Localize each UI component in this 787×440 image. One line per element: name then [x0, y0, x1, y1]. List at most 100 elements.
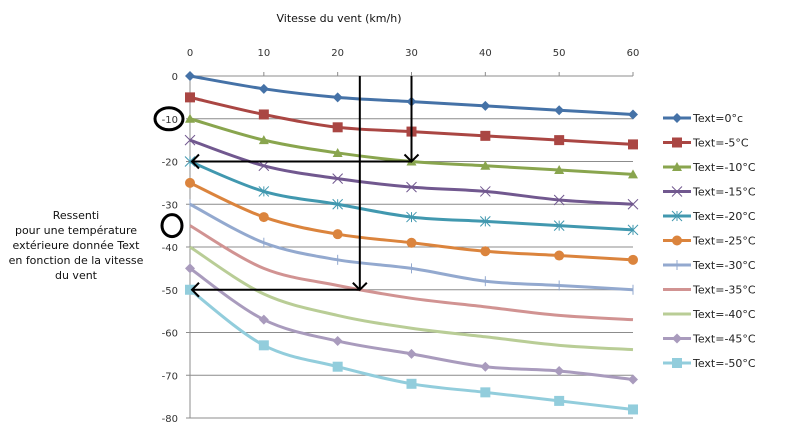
data-point [332, 336, 343, 347]
data-point [628, 374, 638, 385]
legend-marker [672, 162, 682, 171]
legend-marker [671, 186, 683, 197]
x-axis-title: Vitesse du vent (km/h) [276, 12, 401, 25]
legend-item: Text=-40°C [663, 308, 756, 321]
data-point [258, 212, 269, 223]
x-tick-label: 60 [627, 48, 640, 59]
series-line [189, 224, 634, 322]
legend-label: Text=-50°C [692, 357, 756, 370]
data-point [332, 92, 343, 103]
data-point [406, 348, 417, 359]
legend-item: Text=-25°C [663, 235, 756, 248]
side-label-line: Ressenti [52, 209, 100, 222]
x-tick-labels: 0 10 20 30 40 50 60 [187, 48, 640, 59]
annotations [153, 76, 420, 298]
legend-label: Text=-15°C [692, 186, 756, 199]
legend-label: Text=-45°C [692, 333, 756, 346]
legend-item: Text=-10°C [663, 161, 756, 174]
legend-marker [672, 235, 682, 246]
y-tick-label: -60 [162, 329, 178, 340]
annotation-arrowhead [190, 282, 200, 298]
data-point [258, 109, 269, 120]
legend-marker [671, 210, 683, 222]
y-tick-label: -70 [162, 371, 178, 382]
legend-item: Text=-20°C [663, 210, 756, 223]
x-tick-label: 20 [331, 48, 344, 59]
y-tick-label: -10 [162, 115, 178, 126]
data-point [554, 365, 565, 376]
data-point [332, 361, 343, 372]
legend-marker [672, 137, 682, 148]
data-point [184, 156, 196, 167]
x-tick-label: 0 [187, 48, 193, 59]
legend-label: Text=0°c [692, 112, 743, 125]
side-label-line: extérieure donnée Text [12, 239, 140, 252]
data-point [553, 194, 565, 206]
y-tick-label: -80 [162, 414, 178, 425]
data-point [185, 263, 195, 274]
legend-item: Text=-45°C [663, 333, 756, 346]
data-point [332, 229, 343, 240]
data-point [185, 113, 195, 123]
series-9 [185, 263, 638, 385]
data-point [258, 340, 269, 351]
data-point [554, 105, 565, 116]
legend-item: Text=-5°C [663, 137, 749, 150]
data-point [406, 181, 417, 193]
legend-item: Text=0°c [663, 112, 743, 125]
y-axis-description: Ressenti pour une température extérieure… [0, 208, 152, 283]
data-point [258, 314, 269, 325]
series-6 [189, 199, 634, 295]
legend-marker [672, 113, 682, 123]
data-point [480, 387, 491, 398]
data-point [258, 135, 269, 145]
legend: Text=0°c Text=-5°C Text=-10°C Text=-15°C Tex… [663, 112, 756, 370]
data-point [258, 186, 270, 197]
x-tick-label: 40 [479, 48, 492, 59]
data-point [332, 122, 343, 133]
annotation-circle [153, 106, 185, 132]
annotation-circle [160, 213, 184, 239]
y-tick-label: -40 [162, 243, 178, 254]
data-point [628, 404, 638, 415]
series-4 [184, 156, 639, 236]
data-point [185, 71, 195, 81]
data-point [628, 254, 638, 265]
data-point [628, 109, 638, 120]
data-point [185, 92, 195, 103]
y-tick-label: -50 [162, 286, 178, 297]
legend-item: Text=-30°C [663, 259, 756, 272]
data-point [185, 177, 195, 188]
data-point [480, 100, 491, 111]
side-label-line: pour une température [14, 224, 138, 237]
series-line [189, 245, 634, 352]
legend-label: Text=-25°C [692, 235, 756, 248]
data-point [185, 284, 195, 295]
data-point [480, 130, 491, 141]
x-tick-label: 10 [257, 48, 270, 59]
x-tick-label: 30 [405, 48, 418, 59]
data-point [554, 395, 565, 406]
y-tick-label: -30 [162, 200, 178, 211]
legend-item: Text=-35°C [663, 284, 756, 297]
data-point [258, 83, 269, 94]
data-point [480, 361, 491, 372]
data-point [480, 160, 491, 170]
data-point [628, 169, 638, 179]
data-point [406, 378, 417, 389]
legend-label: Text=-20°C [692, 210, 756, 223]
data-point [627, 224, 639, 236]
side-label-line: en fonction de la vitesse [8, 254, 144, 267]
data-point [406, 211, 417, 223]
data-point [332, 198, 344, 210]
annotation-arrowhead [190, 153, 200, 170]
legend-label: Text=-30°C [692, 259, 756, 272]
legend-label: Text=-5°C [692, 137, 749, 150]
y-tick-labels: 0 -10 -20 -30 -40 -50 -60 -70 -80 [162, 72, 178, 425]
y-tick-label: 0 [172, 72, 178, 83]
data-point [406, 237, 417, 248]
y-tick-label: -20 [162, 158, 178, 169]
side-label-line: du vent [54, 269, 97, 282]
x-tick-label: 50 [553, 48, 566, 59]
